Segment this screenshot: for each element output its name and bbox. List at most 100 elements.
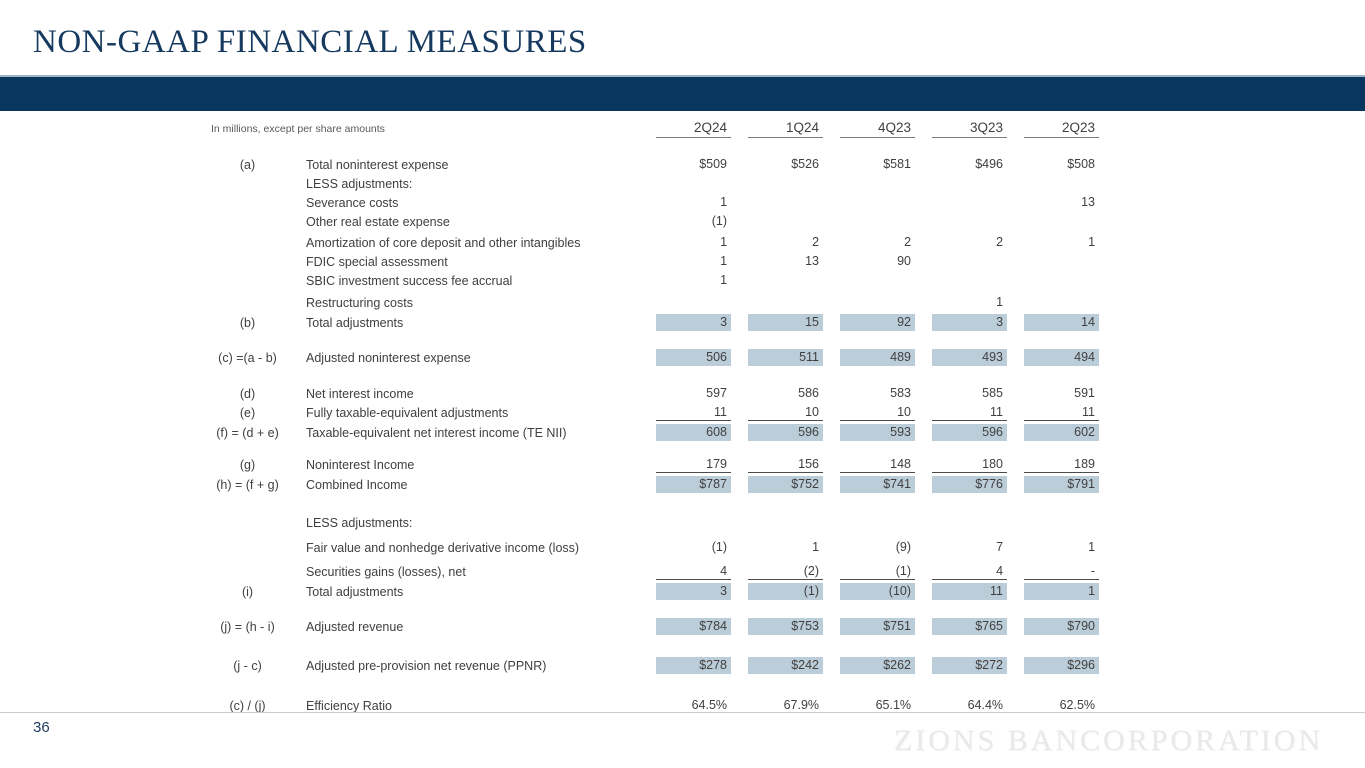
value-text: 3 <box>656 314 732 331</box>
value-text: 156 <box>748 456 824 473</box>
table-body: (a) Total noninterest expense $509 $526 $581… <box>200 139 1100 715</box>
navy-divider-bar <box>0 75 1365 111</box>
value-text: 494 <box>1024 349 1100 366</box>
value-cell: 596 <box>732 422 824 443</box>
row-label: Securities gains (losses), net <box>306 564 466 579</box>
value-text: 511 <box>748 349 824 366</box>
row-label: Combined Income <box>306 477 408 492</box>
value-text: 583 <box>890 386 912 400</box>
value-text <box>748 175 823 192</box>
column-header-label: 4Q23 <box>840 120 916 138</box>
value-text <box>748 213 823 230</box>
value-cell: 14 <box>1008 312 1100 333</box>
value-cell: $790 <box>1008 616 1100 637</box>
value-text: 7 <box>996 540 1004 554</box>
value-cell <box>732 174 824 193</box>
row-label: Amortization of core deposit and other i… <box>306 235 581 250</box>
value-cell: 511 <box>732 347 824 368</box>
row-code <box>200 293 295 312</box>
row-label: Total adjustments <box>306 584 404 599</box>
value-text: $581 <box>883 157 912 171</box>
table-row: SBIC investment success fee accrual 1 <box>200 271 1100 290</box>
value-cell <box>732 271 824 290</box>
value-text: $296 <box>1024 657 1100 674</box>
value-cell <box>916 193 1008 212</box>
value-cell: 2 <box>916 233 1008 252</box>
value-cell: 13 <box>732 252 824 271</box>
value-text: $791 <box>1024 476 1100 493</box>
column-header: 2Q24 <box>640 117 732 139</box>
value-cell <box>916 212 1008 231</box>
value-cell: (10) <box>824 581 916 602</box>
value-text: 2 <box>996 235 1004 249</box>
value-cell: 180 <box>916 455 1008 474</box>
value-cell: 2 <box>732 233 824 252</box>
value-cell: 602 <box>1008 422 1100 443</box>
value-text: 11 <box>932 583 1008 600</box>
value-cell: 11 <box>916 581 1008 602</box>
column-header: 4Q23 <box>824 117 916 139</box>
value-text: $752 <box>748 476 824 493</box>
value-cell <box>1008 252 1100 271</box>
value-text: 92 <box>840 314 916 331</box>
row-label: Taxable-equivalent net interest income (… <box>306 425 567 440</box>
row-code <box>200 538 295 557</box>
financial-table: In millions, except per share amounts 2Q… <box>200 117 1100 715</box>
value-cell <box>732 293 824 312</box>
value-text: (1) <box>711 214 728 228</box>
value-text: 1 <box>1088 235 1096 249</box>
value-text: 14 <box>1024 314 1100 331</box>
value-text: 1 <box>720 195 728 209</box>
value-cell: $791 <box>1008 474 1100 495</box>
value-cell: 593 <box>824 422 916 443</box>
row-code <box>200 233 295 252</box>
value-text: 596 <box>932 424 1008 441</box>
value-text: 4 <box>656 563 732 580</box>
value-text: $242 <box>748 657 824 674</box>
value-text: 64.4% <box>967 698 1004 712</box>
value-text <box>656 175 731 192</box>
spacer-row <box>200 139 1100 155</box>
row-label: Other real estate expense <box>306 214 450 229</box>
table-row: Securities gains (losses), net 4 (2) (1) 4- <box>200 562 1100 581</box>
value-cell: 591 <box>1008 384 1100 403</box>
value-cell <box>916 271 1008 290</box>
table-note: In millions, except per share amounts <box>211 123 385 135</box>
row-code: (b) <box>239 315 256 330</box>
value-text <box>840 175 915 192</box>
title-bar: NON-GAAP FINANCIAL MEASURES <box>0 0 1365 75</box>
table-row: (a) Total noninterest expense $509 $526 $581… <box>200 155 1100 174</box>
row-code: (e) <box>239 405 256 420</box>
value-text <box>840 294 915 311</box>
value-cell: 2 <box>824 233 916 252</box>
row-label: Adjusted revenue <box>306 619 404 634</box>
value-text: 493 <box>932 349 1008 366</box>
value-cell <box>824 193 916 212</box>
row-code: (i) <box>241 584 254 599</box>
column-header: 1Q24 <box>732 117 824 139</box>
value-text <box>748 194 823 211</box>
row-label: Adjusted pre-provision net revenue (PPNR… <box>306 658 547 673</box>
value-cell: $262 <box>824 655 916 676</box>
value-cell: (9) <box>824 538 916 557</box>
value-text <box>656 514 731 531</box>
value-cell: $751 <box>824 616 916 637</box>
value-text: $753 <box>748 618 824 635</box>
value-cell: (1) <box>732 581 824 602</box>
row-code <box>200 252 295 271</box>
value-text: $509 <box>699 157 728 171</box>
row-code <box>200 193 295 212</box>
value-cell: 13 <box>1008 193 1100 212</box>
value-text: 608 <box>656 424 732 441</box>
value-cell <box>1008 513 1100 532</box>
value-text <box>932 194 1007 211</box>
table-row: Restructuring costs 1 <box>200 293 1100 312</box>
value-cell: 10 <box>824 403 916 422</box>
value-cell: 179 <box>640 455 732 474</box>
value-text <box>1024 213 1099 230</box>
value-text: 15 <box>748 314 824 331</box>
value-cell: 1 <box>640 271 732 290</box>
column-header: 2Q23 <box>1008 117 1100 139</box>
row-label: FDIC special assessment <box>306 254 448 269</box>
value-text: 90 <box>897 254 912 268</box>
